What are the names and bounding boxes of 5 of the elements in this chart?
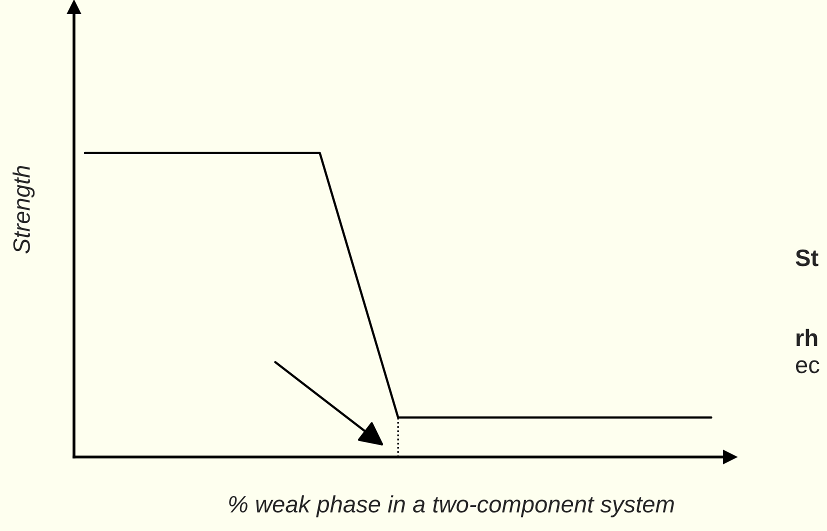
- text: rh: [796, 328, 818, 346]
- text: St: [796, 250, 818, 266]
- x-axis-title: % weak phase in a two-component system: [229, 495, 674, 518]
- y-axis-title: Strength: [12, 166, 35, 254]
- text: ec: [796, 360, 820, 374]
